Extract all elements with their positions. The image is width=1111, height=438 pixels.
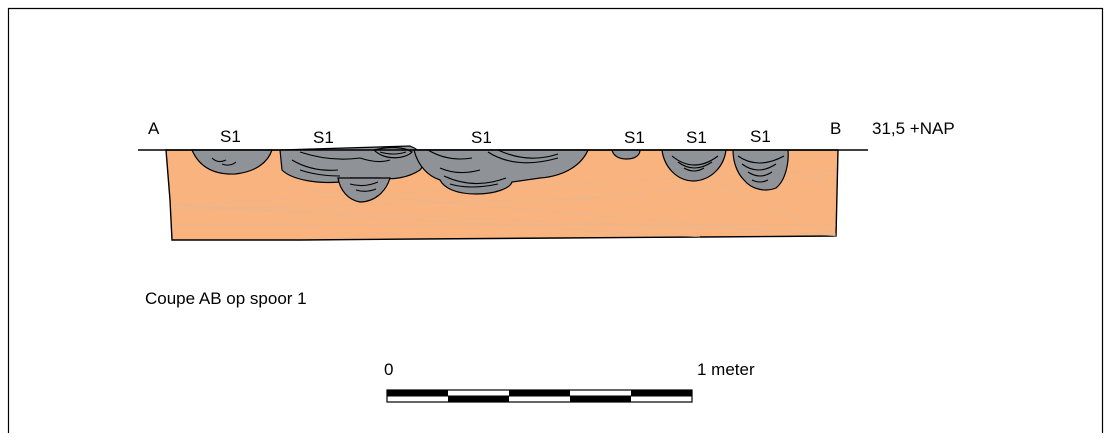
s1-label-1: S1 <box>220 127 241 146</box>
pit-1 <box>191 149 273 175</box>
caption: Coupe AB op spoor 1 <box>145 289 307 308</box>
level-label: 31,5 +NAP <box>872 119 955 138</box>
frame-border <box>7 7 1104 433</box>
s1-label-5: S1 <box>686 128 707 147</box>
pit-4 <box>611 149 641 160</box>
scale-start-label: 0 <box>384 360 393 379</box>
pit-3 <box>413 149 589 195</box>
label-a: A <box>148 119 160 138</box>
pit-6 <box>732 149 789 191</box>
scale-end-label: 1 meter <box>697 360 755 379</box>
pit-2 <box>279 145 425 184</box>
s1-label-3: S1 <box>471 128 492 147</box>
scale-bar <box>386 389 693 403</box>
s1-label-6: S1 <box>750 127 771 146</box>
pit-5 <box>661 149 727 182</box>
s1-label-2: S1 <box>313 128 334 147</box>
pit-2b <box>337 177 391 203</box>
label-b: B <box>830 119 841 138</box>
s1-label-4: S1 <box>624 128 645 147</box>
